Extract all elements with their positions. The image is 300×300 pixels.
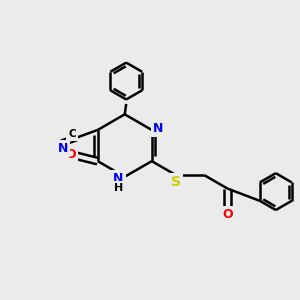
Text: N: N	[113, 172, 123, 185]
Text: H: H	[114, 183, 123, 193]
Text: C: C	[68, 129, 76, 139]
Text: N: N	[153, 122, 164, 135]
Text: O: O	[66, 148, 76, 161]
Text: S: S	[171, 175, 181, 189]
Text: O: O	[222, 208, 233, 221]
Text: N: N	[57, 142, 68, 155]
